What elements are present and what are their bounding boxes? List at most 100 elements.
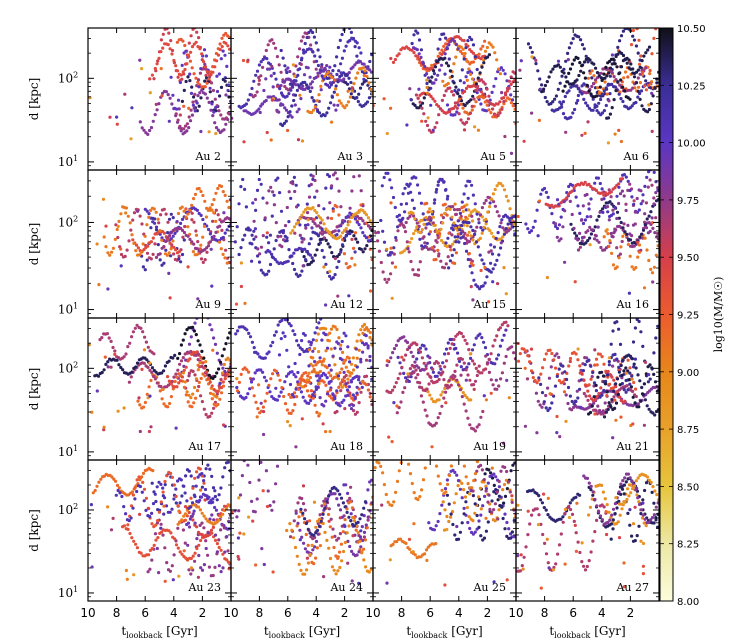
data-point: [286, 259, 290, 263]
data-point: [265, 231, 269, 235]
data-point: [476, 245, 480, 249]
data-point: [298, 47, 302, 51]
data-point: [639, 89, 644, 93]
data-point: [385, 247, 389, 251]
data-point: [325, 111, 329, 115]
data-point: [490, 252, 495, 256]
data-point: [344, 384, 348, 389]
data-point: [268, 233, 272, 237]
data-point: [285, 408, 289, 412]
data-point: [149, 126, 154, 130]
data-point: [401, 192, 405, 196]
data-point: [624, 202, 628, 206]
data-point: [497, 253, 501, 257]
data-point: [152, 77, 156, 81]
data-point: [321, 422, 325, 426]
data-point: [213, 65, 217, 69]
data-point: [416, 183, 420, 187]
data-point: [509, 101, 513, 105]
data-point: [362, 73, 366, 78]
data-point: [631, 223, 636, 227]
data-point: [631, 34, 635, 38]
data-point: [127, 380, 131, 384]
data-point: [303, 223, 308, 227]
data-point: [361, 219, 365, 223]
data-point: [182, 230, 186, 235]
data-point: [634, 266, 638, 270]
data-point: [451, 37, 455, 41]
data-point: [136, 399, 140, 403]
data-point: [620, 177, 625, 181]
data-point: [331, 69, 335, 73]
data-point: [256, 254, 260, 258]
data-point: [301, 84, 305, 88]
data-point: [220, 371, 225, 375]
data-point: [143, 268, 147, 272]
data-point: [593, 225, 597, 229]
data-point: [436, 361, 440, 365]
data-point: [408, 240, 412, 244]
data-point: [359, 226, 363, 230]
panel-points: [516, 318, 659, 440]
data-point: [148, 394, 152, 398]
data-point: [301, 264, 305, 268]
data-point: [465, 396, 469, 400]
data-point: [369, 289, 373, 293]
data-point: [448, 207, 452, 211]
data-point: [329, 83, 333, 87]
data-point: [261, 234, 265, 238]
data-point: [295, 339, 299, 343]
data-point: [471, 193, 475, 197]
data-point: [148, 77, 152, 81]
data-point: [199, 189, 203, 194]
data-point: [257, 383, 261, 387]
data-point: [424, 119, 428, 123]
data-point: [142, 405, 146, 409]
data-point: [500, 323, 504, 327]
data-point: [311, 108, 315, 112]
data-point: [276, 323, 280, 327]
data-point: [351, 393, 355, 397]
data-point: [363, 247, 367, 251]
data-point: [279, 70, 283, 74]
data-point: [489, 261, 493, 265]
data-point: [570, 399, 574, 404]
data-point: [476, 84, 480, 89]
data-point: [494, 77, 498, 81]
data-point: [272, 193, 276, 197]
data-point: [257, 78, 261, 82]
data-point: [207, 100, 211, 104]
data-point: [574, 101, 579, 105]
data-point: [320, 338, 324, 342]
data-point: [453, 202, 457, 206]
data-point: [335, 233, 339, 237]
data-point: [322, 222, 326, 226]
data-point: [169, 75, 173, 79]
data-point: [395, 404, 399, 408]
data-point: [602, 235, 606, 239]
data-point: [499, 221, 503, 225]
data-point: [301, 35, 305, 39]
data-point: [396, 355, 400, 359]
data-point: [412, 214, 416, 218]
data-point: [489, 270, 493, 274]
data-point: [555, 352, 559, 356]
data-point: [583, 363, 587, 367]
data-point: [261, 271, 265, 275]
data-point: [326, 70, 330, 74]
data-point: [317, 350, 321, 354]
data-point: [404, 376, 408, 380]
data-point: [350, 189, 354, 193]
data-point: [304, 258, 308, 262]
data-point: [611, 208, 615, 212]
data-point: [617, 216, 621, 220]
data-point: [570, 189, 574, 193]
data-point: [392, 347, 397, 351]
data-point: [237, 380, 241, 384]
data-point: [339, 389, 343, 393]
data-point: [399, 202, 403, 206]
data-point: [163, 364, 167, 368]
data-point: [201, 260, 205, 264]
data-point: [292, 395, 296, 399]
data-point: [310, 370, 314, 374]
